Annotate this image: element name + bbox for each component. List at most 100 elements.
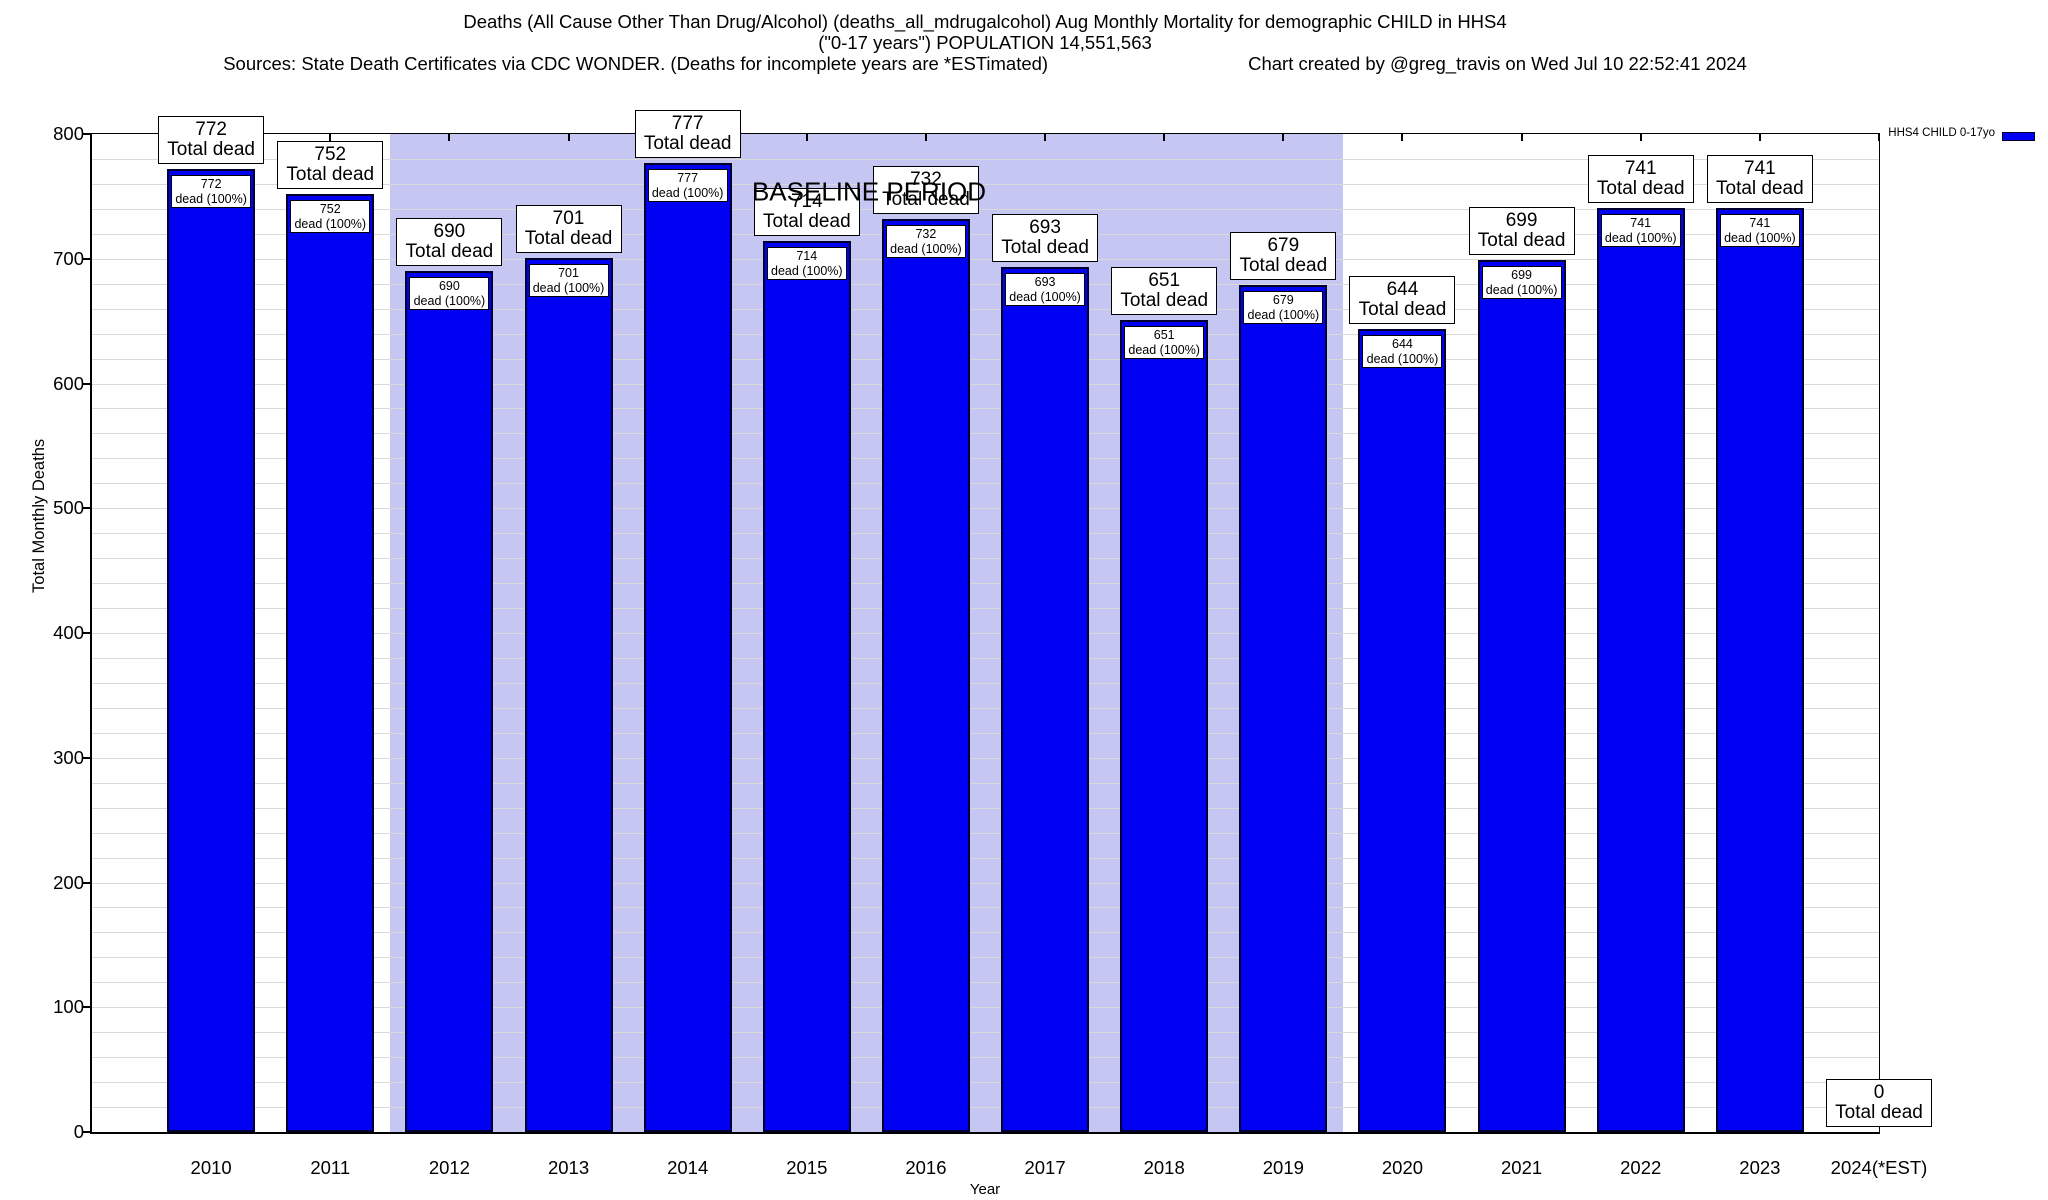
x-tick-label: 2017 <box>1024 1157 1066 1178</box>
bar <box>881 218 970 1132</box>
y-tick <box>83 632 92 634</box>
bar-inner-value: 752 <box>319 201 341 216</box>
y-tick <box>83 756 92 759</box>
bar-total-caption: Total dead <box>1716 177 1804 199</box>
bar-inner-value: 701 <box>558 265 579 280</box>
y-tick <box>83 382 92 385</box>
y-tick-label: 300 <box>53 746 84 768</box>
bar-total-value: 679 <box>1267 234 1300 256</box>
gridline <box>92 433 1879 435</box>
top-tick <box>1878 134 1880 141</box>
x-tick-label: 2012 <box>428 1157 470 1178</box>
bar-inner-label: 752 dead (100%) <box>290 199 371 233</box>
gridline <box>92 333 1879 335</box>
gridline <box>92 608 1879 610</box>
bar-total-value: 0 <box>1873 1082 1885 1103</box>
y-tick-label: 100 <box>53 996 84 1018</box>
bar-outer-label: 699 Total dead <box>1468 206 1575 255</box>
gridline <box>92 158 1879 160</box>
gridline <box>92 1032 1879 1034</box>
bar <box>1120 319 1209 1132</box>
bar-total-caption: Total dead <box>524 227 613 249</box>
top-tick <box>448 134 451 141</box>
bar-total-caption: Total dead <box>1835 1102 1923 1123</box>
bar-total-caption: Total dead <box>1001 237 1089 259</box>
bar-outer-label: 693 Total dead <box>992 214 1099 263</box>
gridline <box>92 583 1879 585</box>
gridline <box>92 982 1879 984</box>
bar-outer-label: 741 Total dead <box>1706 154 1813 203</box>
x-tick-label: 2022 <box>1620 1157 1662 1178</box>
bar-total-value: 732 <box>910 168 942 190</box>
gridline <box>92 508 1879 510</box>
bar-inner-value: 690 <box>438 279 460 294</box>
gridline <box>92 358 1879 360</box>
bar-inner-caption: dead (100%) <box>294 216 367 231</box>
bar-inner-label: 693 dead (100%) <box>1005 273 1086 307</box>
top-tick <box>1401 134 1404 141</box>
top-tick <box>567 134 570 141</box>
legend-swatch <box>2002 132 2035 141</box>
bar-total-caption: Total dead <box>882 188 970 210</box>
bar-inner-value: 732 <box>915 226 937 241</box>
gridline <box>92 882 1879 884</box>
bar-total-value: 693 <box>1029 217 1061 239</box>
bar-inner-caption: dead (100%) <box>1009 290 1081 305</box>
bar <box>762 241 851 1132</box>
bar-total-caption: Total dead <box>1239 254 1328 276</box>
bar <box>524 257 613 1132</box>
bar-outer-label: 772 Total dead <box>158 115 265 164</box>
bar <box>1239 284 1328 1132</box>
bar-outer-label: 651 Total dead <box>1111 266 1218 315</box>
bar <box>405 271 494 1132</box>
y-tick-label: 500 <box>53 497 84 519</box>
bar-inner-value: 699 <box>1511 267 1533 282</box>
bar <box>1715 207 1804 1132</box>
bar <box>1596 207 1685 1132</box>
bar-total-caption: Total dead <box>1477 229 1566 251</box>
bar-inner-label: 701 dead (100%) <box>528 263 609 297</box>
x-tick-label: 2015 <box>786 1157 828 1178</box>
bar-total-caption: Total dead <box>1120 289 1209 311</box>
gridline <box>92 308 1879 310</box>
chart-source-line: Sources: State Death Certificates via CD… <box>0 53 1970 74</box>
bar-outer-label: 679 Total dead <box>1230 231 1337 280</box>
bar-inner-caption: dead (100%) <box>1485 282 1558 297</box>
gridline <box>92 707 1879 709</box>
gridline <box>92 757 1879 759</box>
bar-outer-label: 752 Total dead <box>277 140 384 189</box>
gridline <box>92 1107 1879 1109</box>
bar-inner-label: 772 dead (100%) <box>171 174 252 208</box>
bar-inner-label: 777 dead (100%) <box>647 168 728 202</box>
gridline <box>92 857 1879 859</box>
y-tick-label: 200 <box>53 871 84 893</box>
gridline <box>92 732 1879 734</box>
bar-inner-value: 741 <box>1630 215 1652 230</box>
baseline-period-label: BASELINE PERIOD <box>751 176 987 207</box>
bar-total-value: 699 <box>1505 209 1538 231</box>
bar-inner-caption: dead (100%) <box>651 185 724 200</box>
bar-inner-label: 741 dead (100%) <box>1600 213 1681 247</box>
bar-inner-label: 714 dead (100%) <box>766 247 847 281</box>
bar-inner-caption: dead (100%) <box>1604 230 1677 245</box>
y-tick <box>83 881 92 884</box>
gridline <box>92 682 1879 684</box>
bar-inner-caption: dead (100%) <box>532 280 605 295</box>
y-tick-label: 700 <box>53 247 84 269</box>
y-tick <box>83 1006 92 1009</box>
x-tick-label: 2021 <box>1501 1157 1543 1178</box>
bar-total-value: 752 <box>314 143 347 165</box>
bar-outer-label: 777 Total dead <box>634 109 741 158</box>
bar-inner-value: 644 <box>1392 336 1413 351</box>
bar-total-caption: Total dead <box>167 138 255 160</box>
gridline <box>92 283 1879 285</box>
sources-note: Sources: State Death Certificates via CD… <box>223 53 1049 74</box>
gridline <box>92 657 1879 659</box>
chart-title: Deaths (All Cause Other Than Drug/Alcoho… <box>463 11 1507 32</box>
bar-inner-caption: dead (100%) <box>890 241 962 256</box>
bar-total-value: 644 <box>1386 278 1419 300</box>
bar <box>1001 267 1090 1132</box>
top-tick <box>1044 134 1047 141</box>
gridline <box>92 383 1879 385</box>
